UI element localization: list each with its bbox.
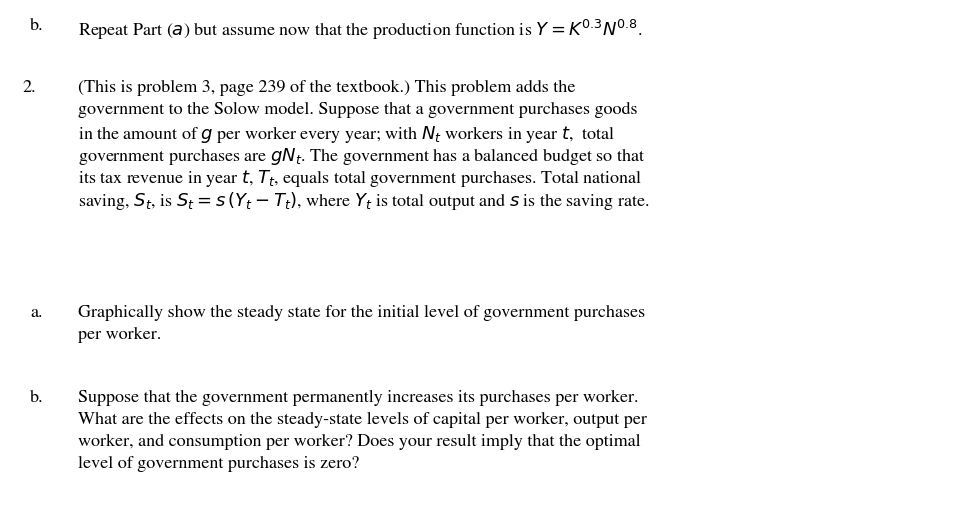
Text: a.: a. — [30, 305, 42, 321]
Text: b.: b. — [30, 18, 43, 34]
Text: level of government purchases is zero?: level of government purchases is zero? — [78, 456, 360, 472]
Text: government purchases are $gN_t$. The government has a balanced budget so that: government purchases are $gN_t$. The gov… — [78, 146, 645, 167]
Text: its tax revenue in year $t$, $T_t$, equals total government purchases. Total nat: its tax revenue in year $t$, $T_t$, equa… — [78, 168, 642, 189]
Text: What are the effects on the steady-state levels of capital per worker, output pe: What are the effects on the steady-state… — [78, 412, 647, 428]
Text: (This is problem 3, page 239 of the textbook.) This problem adds the: (This is problem 3, page 239 of the text… — [78, 80, 576, 96]
Text: Graphically show the steady state for the initial level of government purchases: Graphically show the steady state for th… — [78, 305, 645, 321]
Text: 2.: 2. — [22, 80, 36, 96]
Text: worker, and consumption per worker? Does your result imply that the optimal: worker, and consumption per worker? Does… — [78, 434, 641, 450]
Text: Suppose that the government permanently increases its purchases per worker.: Suppose that the government permanently … — [78, 390, 638, 406]
Text: saving, $S_t$, is $S_t = s\,(Y_t - T_t)$, where $Y_t$ is total output and $s$ is: saving, $S_t$, is $S_t = s\,(Y_t - T_t)$… — [78, 190, 650, 212]
Text: government to the Solow model. Suppose that a government purchases goods: government to the Solow model. Suppose t… — [78, 102, 637, 118]
Text: Repeat Part ($a$) but assume now that the production function is $Y = K^{0.3}N^{: Repeat Part ($a$) but assume now that th… — [78, 18, 642, 42]
Text: per worker.: per worker. — [78, 327, 161, 343]
Text: b.: b. — [30, 390, 43, 406]
Text: in the amount of $g$ per worker every year; with $N_t$ workers in year $t$,  tot: in the amount of $g$ per worker every ye… — [78, 124, 615, 145]
